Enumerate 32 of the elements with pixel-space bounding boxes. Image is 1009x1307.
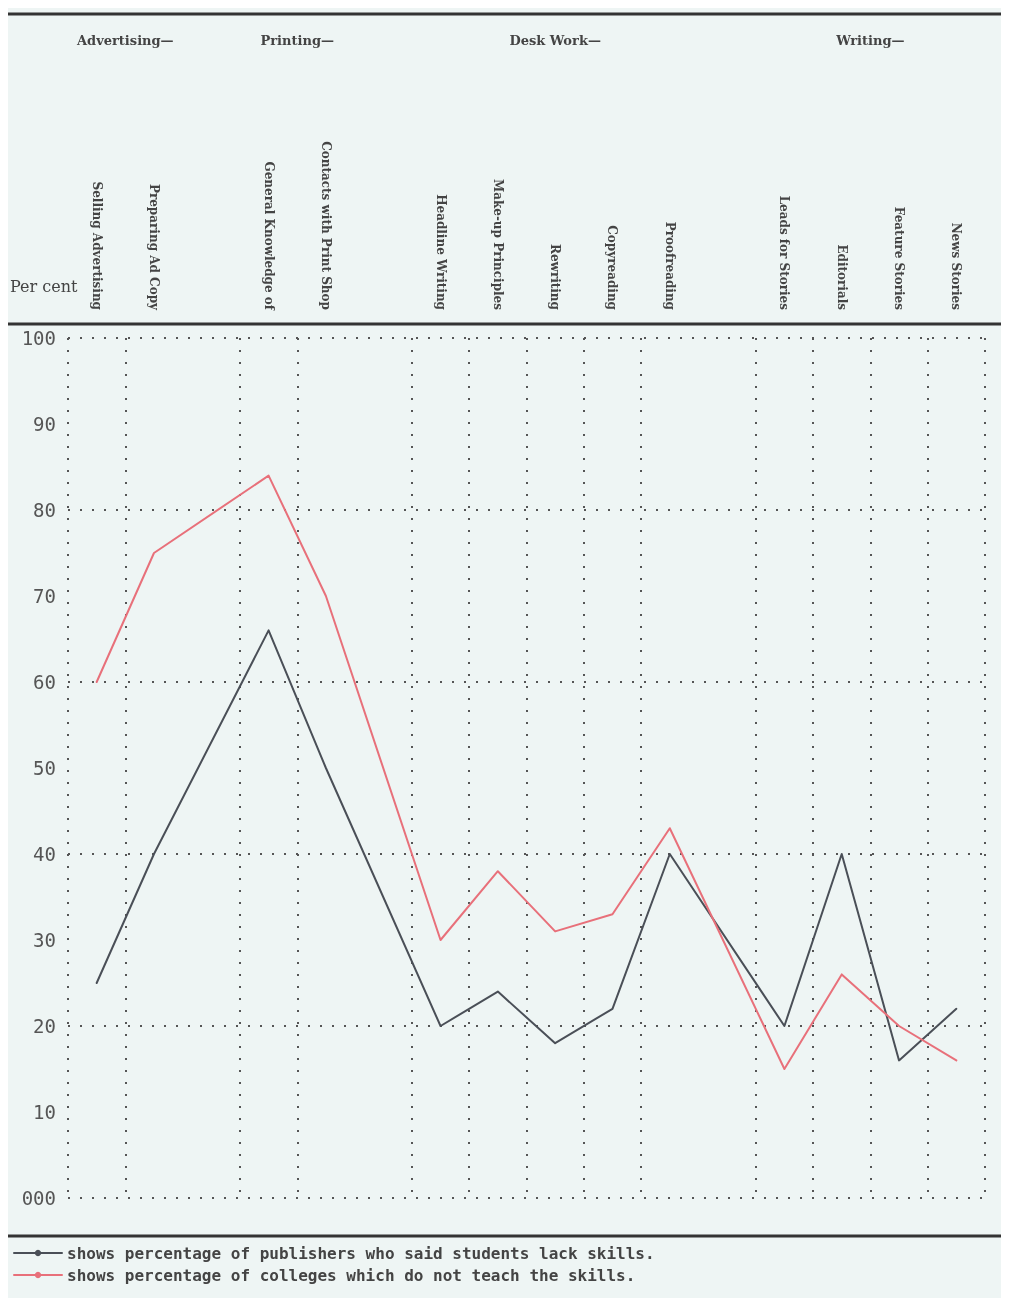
y-axis-title: Per cent (10, 276, 78, 296)
y-tick-label: 40 (33, 843, 56, 865)
y-tick-label: 50 (33, 757, 56, 779)
x-tick-label: Make-up Principles (490, 178, 505, 311)
y-tick-label: 20 (33, 1015, 56, 1037)
y-tick-label: 000 (21, 1187, 56, 1209)
x-tick-label: Copyreading (605, 225, 620, 311)
y-tick-label: 100 (21, 327, 56, 349)
x-tick-label: Leads for Stories (777, 195, 792, 311)
y-tick-label: 10 (33, 1101, 56, 1123)
x-tick-label: General Knowledge of (261, 161, 276, 311)
y-tick-label: 70 (33, 585, 56, 607)
x-tick-label: Rewriting (548, 243, 563, 311)
text: Printing— (260, 33, 334, 48)
line-series (95, 474, 958, 1070)
y-tick-label: 80 (33, 499, 56, 521)
legend-label: shows percentage of colleges which do not teach the skills. (67, 1265, 636, 1285)
y-tick-label: 60 (33, 671, 56, 693)
x-tick-label: Contacts with Print Shop (318, 141, 333, 310)
x-tick-label: Preparing Ad Copy (146, 183, 161, 312)
x-tick-label: Proofreading (662, 221, 677, 311)
x-tick-label: News Stories (949, 222, 964, 311)
legend-label: shows percentage of publishers who said students lack skills. (67, 1243, 655, 1263)
text: Advertising— (76, 33, 174, 48)
x-tick-label: Selling Advertising (89, 181, 104, 311)
y-tick-label: 90 (33, 413, 56, 435)
y-tick-label: 30 (33, 929, 56, 951)
x-tick-label: Editorials (834, 244, 849, 311)
text: Desk Work— (509, 33, 601, 48)
text: Writing— (835, 33, 905, 48)
x-tick-label: Feature Stories (892, 206, 907, 311)
x-tick-label: Headline Writing (433, 194, 448, 311)
